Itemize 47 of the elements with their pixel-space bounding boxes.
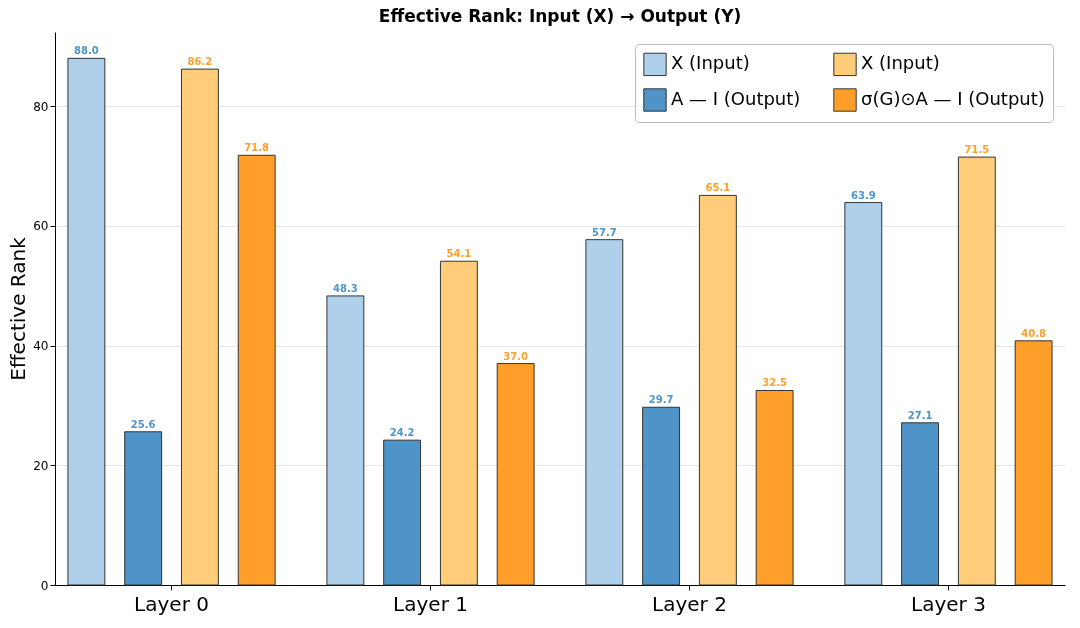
bar xyxy=(642,406,681,586)
data-label: 25.6 xyxy=(130,418,156,430)
data-label: 88.0 xyxy=(74,45,99,57)
data-label: 29.7 xyxy=(648,394,674,406)
bar xyxy=(957,156,996,586)
data-label: 57.7 xyxy=(592,226,617,238)
bar xyxy=(180,68,219,586)
data-label: 86.2 xyxy=(187,56,213,68)
x-tick-label: Layer 0 xyxy=(134,591,209,616)
data-label: 40.8 xyxy=(1021,327,1046,339)
bar xyxy=(844,202,883,586)
legend-label: X (Input) xyxy=(671,52,750,74)
legend-label: A — I (Output) xyxy=(671,88,801,109)
bar xyxy=(67,57,106,586)
y-tick-label: 60 xyxy=(33,219,49,234)
data-label: 32.5 xyxy=(762,377,787,389)
data-label: 37.0 xyxy=(503,350,529,362)
data-label: 48.3 xyxy=(333,282,358,294)
bar xyxy=(755,389,794,586)
data-label: 54.1 xyxy=(446,248,472,260)
bar xyxy=(124,431,163,586)
bar xyxy=(901,422,940,586)
data-label: 65.1 xyxy=(705,182,731,194)
data-label: 24.2 xyxy=(389,427,415,439)
data-label: 71.8 xyxy=(244,142,270,154)
bar xyxy=(698,194,737,586)
y-axis-title: Effective Rank xyxy=(6,236,31,381)
y-tick-label: 40 xyxy=(33,339,49,354)
x-tick-label: Layer 1 xyxy=(393,591,468,616)
bar xyxy=(496,363,535,586)
chart-title: Effective Rank: Input (X) → Output (Y) xyxy=(378,6,742,26)
bar xyxy=(439,260,478,586)
legend-label: σ(G)⊙A — I (Output) xyxy=(861,88,1045,109)
x-tick-label: Layer 2 xyxy=(652,591,727,616)
data-label: 63.9 xyxy=(850,189,876,201)
bar xyxy=(237,154,276,586)
bar xyxy=(383,439,422,586)
y-tick-label: 0 xyxy=(40,578,49,593)
bar xyxy=(326,295,365,586)
legend-label: X (Input) xyxy=(861,52,940,74)
y-tick-label: 20 xyxy=(33,458,49,473)
data-label: 71.5 xyxy=(964,144,990,156)
bar xyxy=(1014,340,1053,586)
bar xyxy=(585,239,624,586)
x-tick-label: Layer 3 xyxy=(911,591,986,616)
data-label: 27.1 xyxy=(907,409,933,421)
y-tick-label: 80 xyxy=(33,99,49,114)
